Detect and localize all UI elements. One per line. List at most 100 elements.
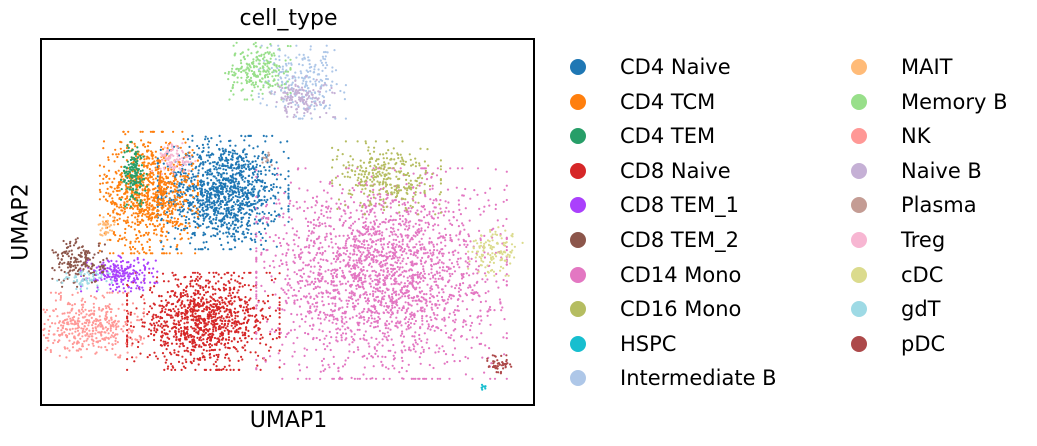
point	[329, 210, 332, 213]
point	[101, 271, 104, 274]
point	[413, 262, 416, 265]
point	[173, 188, 176, 191]
point	[212, 218, 215, 221]
point	[213, 227, 216, 230]
point	[159, 172, 162, 175]
point	[488, 347, 491, 350]
point	[183, 214, 186, 218]
point	[261, 222, 264, 225]
point	[136, 284, 139, 287]
point	[215, 304, 218, 307]
point	[251, 180, 254, 183]
point	[183, 326, 186, 329]
point	[221, 163, 224, 166]
point	[373, 347, 376, 350]
point	[164, 202, 167, 205]
point	[194, 186, 198, 189]
point	[256, 212, 259, 215]
point	[152, 275, 155, 278]
point	[156, 276, 159, 279]
point	[179, 304, 182, 307]
point	[368, 282, 371, 285]
point	[210, 348, 213, 352]
point	[132, 264, 135, 268]
point	[161, 252, 164, 255]
point	[279, 186, 282, 189]
point	[162, 180, 165, 183]
point	[233, 320, 236, 323]
point	[402, 306, 405, 310]
point	[175, 335, 178, 339]
point	[259, 337, 262, 340]
point	[301, 267, 305, 270]
point	[139, 183, 143, 186]
point	[214, 327, 217, 330]
point	[322, 311, 325, 314]
point	[190, 164, 193, 167]
point	[404, 301, 407, 304]
point	[457, 290, 460, 293]
point	[97, 251, 100, 254]
point	[168, 198, 171, 201]
point	[362, 221, 365, 224]
point	[168, 192, 171, 195]
point	[199, 336, 202, 339]
point	[204, 291, 208, 294]
point	[243, 283, 246, 287]
point	[219, 167, 222, 170]
point	[163, 320, 166, 323]
point	[260, 172, 263, 175]
point	[272, 220, 275, 223]
point	[278, 359, 281, 362]
point	[226, 241, 230, 244]
point	[336, 340, 339, 343]
point	[387, 220, 390, 223]
point	[142, 172, 146, 175]
point	[208, 192, 211, 195]
point	[116, 193, 119, 196]
point	[103, 243, 106, 246]
point	[230, 209, 233, 212]
point	[189, 360, 192, 363]
point	[256, 364, 259, 367]
point	[141, 271, 144, 274]
point	[159, 148, 162, 151]
point	[221, 320, 224, 323]
point	[144, 145, 147, 148]
point	[270, 188, 274, 191]
point	[186, 186, 189, 189]
point	[197, 172, 200, 175]
point	[429, 289, 432, 292]
point	[334, 302, 337, 305]
point	[422, 252, 425, 255]
point	[161, 334, 164, 337]
point	[201, 199, 204, 202]
point	[187, 334, 190, 338]
point	[227, 294, 230, 297]
point	[154, 150, 157, 153]
point	[196, 226, 199, 229]
point	[126, 195, 129, 198]
point	[210, 322, 213, 325]
point	[195, 277, 198, 281]
point	[123, 192, 126, 195]
point	[191, 300, 195, 303]
point	[231, 222, 234, 225]
point	[240, 170, 243, 174]
point	[157, 164, 160, 168]
point	[381, 211, 384, 214]
point	[345, 264, 348, 267]
point	[162, 340, 165, 343]
point	[149, 322, 152, 325]
point	[222, 305, 225, 308]
point	[344, 212, 347, 215]
point	[455, 284, 458, 287]
point	[183, 349, 186, 352]
point	[202, 231, 205, 234]
point	[177, 308, 180, 311]
point	[183, 180, 186, 183]
point	[265, 200, 268, 204]
point	[179, 210, 182, 213]
point	[279, 141, 282, 144]
